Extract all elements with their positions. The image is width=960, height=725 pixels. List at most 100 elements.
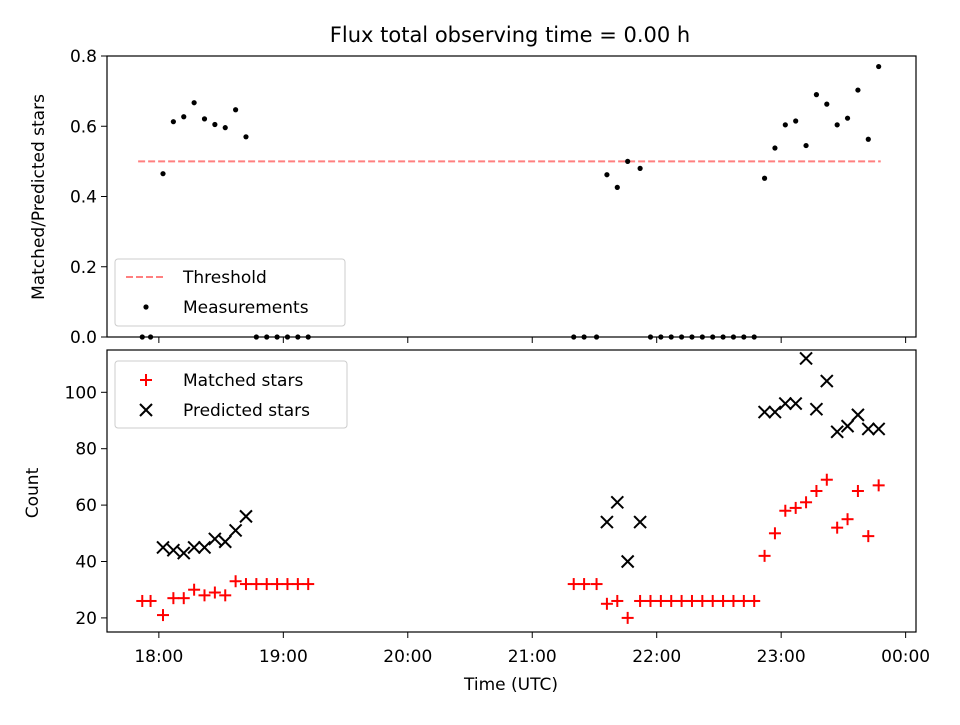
matched-star-point	[208, 586, 221, 599]
measurement-point	[170, 119, 176, 125]
predicted-star-point	[768, 405, 782, 419]
bottom-panel: 20 40 60 80 100 18:00 19:00 20:00 21:00 22:00 23:…	[23, 349, 930, 695]
matched-star-point	[260, 578, 273, 591]
measurement-point	[295, 334, 301, 340]
measurement-point	[637, 165, 643, 171]
predicted-star-point	[633, 515, 647, 529]
measurement-point	[710, 334, 716, 340]
predicted-star-point	[610, 495, 624, 509]
measurement-point	[614, 184, 620, 190]
legend-threshold-label: Threshold	[182, 268, 267, 288]
matched-star-point	[851, 485, 864, 497]
measurement-point	[181, 114, 187, 120]
predicted-star-point	[239, 509, 253, 524]
predicted-star-point	[830, 425, 844, 439]
x-tick-label: 00:00	[881, 647, 930, 667]
bottom-y-axis-label: Count	[23, 467, 43, 518]
bottom-y-tick-label: 80	[75, 440, 97, 460]
matched-star-point	[144, 594, 157, 607]
predicted-star-point	[861, 422, 875, 436]
measurement-point	[876, 63, 882, 70]
measurement-point	[604, 172, 610, 178]
measurement-point	[201, 116, 208, 122]
measurement-point	[222, 125, 228, 131]
measurement-point	[243, 134, 249, 140]
top-data-marks	[138, 63, 882, 340]
measurement-point	[593, 334, 600, 340]
matched-star-point	[198, 589, 211, 602]
matched-star-point	[810, 485, 823, 497]
matched-star-point	[281, 578, 294, 591]
matched-star-point	[789, 501, 802, 514]
measurement-point	[730, 334, 737, 340]
predicted-star-point	[788, 396, 803, 411]
predicted-star-point	[757, 405, 772, 419]
bottom-x-ticks: 18:00 19:00 20:00 21:00 22:00 23:00 00:00	[134, 632, 930, 667]
matched-star-point	[675, 594, 688, 607]
predicted-star-point	[208, 532, 222, 546]
matched-star-point	[706, 594, 719, 607]
matched-star-point	[229, 575, 242, 588]
measurement-point	[274, 334, 280, 340]
measurement-point	[139, 334, 145, 340]
matched-star-point	[685, 594, 698, 607]
predicted-star-point	[218, 535, 232, 549]
top-y-tick-label: 0.0	[70, 328, 97, 348]
measurement-point	[720, 334, 726, 340]
top-y-ticks: 0.0 0.2 0.4 0.6 0.8	[70, 47, 107, 348]
predicted-star-point	[799, 351, 813, 366]
predicted-star-point	[177, 546, 191, 560]
measurement-point	[668, 334, 674, 340]
bottom-plot-frame	[106, 349, 917, 633]
predicted-star-point	[820, 374, 834, 388]
predicted-star-point	[197, 540, 212, 555]
measurement-point	[772, 145, 778, 151]
measurement-point	[824, 101, 830, 107]
matched-star-point	[621, 611, 634, 624]
predicted-star-point	[620, 554, 635, 569]
matched-star-point	[820, 473, 833, 486]
top-y-tick-label: 0.4	[70, 188, 97, 208]
measurement-point	[233, 107, 239, 113]
top-legend: Threshold Measurements	[114, 258, 346, 327]
predicted-star-point	[871, 422, 886, 436]
top-x-ticks	[158, 337, 907, 343]
matched-star-point	[872, 479, 885, 492]
legend-predicted-label: Predicted stars	[183, 401, 310, 421]
legend-matched-swatch	[140, 374, 152, 386]
top-panel: 0.00.20.40.60.8 Matched/Predicted stars …	[29, 47, 917, 348]
matched-star-point	[567, 578, 580, 591]
measurement-point	[761, 175, 768, 181]
bottom-y-tick-label: 40	[75, 553, 97, 573]
predicted-star-point	[600, 515, 614, 529]
legend-measurements-swatch	[143, 304, 149, 310]
measurement-point	[834, 122, 840, 128]
matched-star-point	[590, 578, 603, 591]
matched-star-point	[188, 583, 201, 596]
bottom-legend: Matched stars Predicted stars	[114, 360, 348, 429]
chart-title: Flux total observing time = 0.00 h	[330, 23, 690, 47]
legend-matched-label: Matched stars	[183, 371, 303, 391]
matched-star-point	[779, 504, 792, 517]
matched-star-point	[737, 594, 750, 607]
top-legend-box	[114, 258, 346, 327]
matched-star-point	[157, 609, 170, 622]
matched-star-point	[578, 578, 591, 591]
matched-star-point	[800, 496, 813, 509]
x-tick-label: 21:00	[508, 647, 557, 667]
measurement-point	[865, 136, 871, 142]
matched-star-point	[644, 594, 657, 607]
measurement-point	[844, 115, 851, 121]
x-tick-label: 20:00	[383, 647, 432, 667]
predicted-star-point	[228, 523, 243, 538]
bottom-y-tick-label: 100	[65, 383, 97, 403]
matched-star-point	[302, 578, 315, 591]
x-tick-label: 22:00	[632, 647, 681, 667]
matched-star-point	[239, 578, 252, 591]
matched-star-point	[768, 527, 781, 540]
measurement-point	[625, 158, 631, 164]
matched-star-point	[177, 592, 190, 605]
matched-star-point	[600, 597, 613, 610]
matched-star-point	[758, 549, 771, 562]
